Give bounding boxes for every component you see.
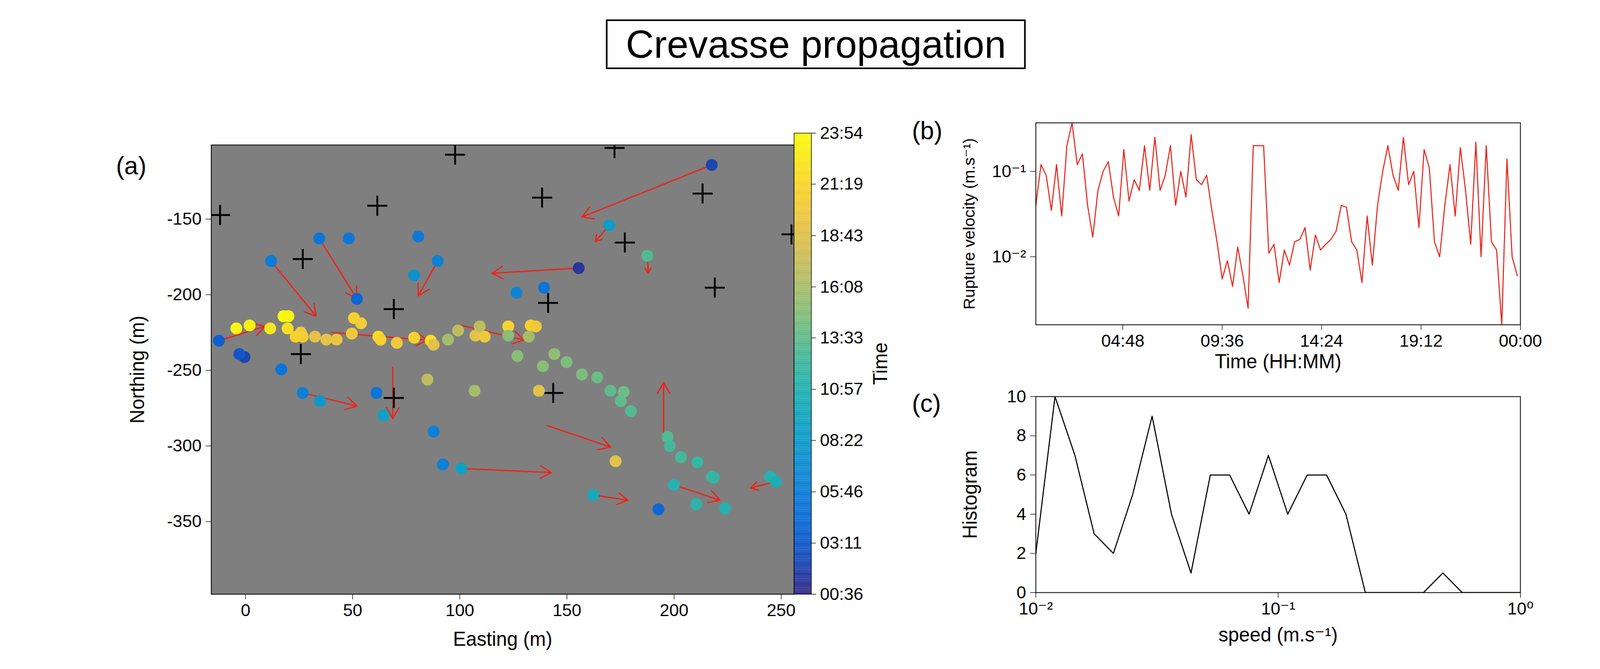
html-text:(a): (a) <box>116 151 147 180</box>
svg-text:08:22: 08:22 <box>820 430 864 450</box>
svg-text:Time (HH:MM): Time (HH:MM) <box>1214 350 1342 373</box>
svg-text:04:48: 04:48 <box>1101 330 1145 351</box>
svg-text:23:54: 23:54 <box>820 123 864 143</box>
svg-text:250: 250 <box>766 600 796 620</box>
svg-text:19:12: 19:12 <box>1399 330 1443 351</box>
svg-text:8: 8 <box>1016 425 1027 445</box>
svg-text:21:19: 21:19 <box>820 173 864 194</box>
svg-text:-300: -300 <box>166 435 202 455</box>
svg-text:6: 6 <box>1016 464 1027 485</box>
svg-text:09:36: 09:36 <box>1200 330 1244 351</box>
svg-text:10:57: 10:57 <box>820 378 864 399</box>
svg-text:Rupture velocity (m.s⁻¹): Rupture velocity (m.s⁻¹) <box>960 138 978 310</box>
svg-text:05:46: 05:46 <box>820 481 864 501</box>
svg-text:10⁻²: 10⁻² <box>1018 598 1053 618</box>
svg-text:0: 0 <box>240 600 251 620</box>
html-text:Crevasse propagation: Crevasse propagation <box>625 22 1006 66</box>
svg-text:03:11: 03:11 <box>820 532 863 553</box>
svg-text:10⁻²: 10⁻² <box>991 246 1026 267</box>
svg-text:Histogram: Histogram <box>958 450 982 539</box>
svg-text:0: 0 <box>1016 582 1027 602</box>
svg-text:10⁻¹: 10⁻¹ <box>1261 598 1296 618</box>
svg-text:Easting (m): Easting (m) <box>452 627 553 650</box>
svg-text:Northing (m): Northing (m) <box>126 315 149 424</box>
svg-text:150: 150 <box>552 600 582 620</box>
svg-text:14:24: 14:24 <box>1299 330 1344 351</box>
svg-text:100: 100 <box>445 600 474 620</box>
svg-text:speed (m.s⁻¹): speed (m.s⁻¹) <box>1218 623 1338 646</box>
html-text:(b): (b) <box>911 116 943 145</box>
svg-text:-350: -350 <box>166 511 202 531</box>
svg-text:4: 4 <box>1016 504 1027 524</box>
svg-text:-250: -250 <box>166 359 202 380</box>
svg-text:50: 50 <box>343 600 363 620</box>
svg-text:Time: Time <box>869 342 892 385</box>
svg-text:2: 2 <box>1016 542 1027 563</box>
svg-text:200: 200 <box>659 600 689 620</box>
svg-text:00:36: 00:36 <box>820 583 864 604</box>
svg-text:10⁰: 10⁰ <box>1507 598 1534 618</box>
svg-text:10⁻¹: 10⁻¹ <box>991 161 1026 181</box>
svg-text:16:08: 16:08 <box>820 276 864 297</box>
svg-text:13:33: 13:33 <box>820 327 864 347</box>
svg-text:-200: -200 <box>166 284 202 304</box>
svg-text:18:43: 18:43 <box>820 225 864 245</box>
svg-text:10: 10 <box>1006 386 1027 406</box>
html-text:(c): (c) <box>911 389 941 418</box>
svg-text:00:00: 00:00 <box>1498 330 1542 351</box>
svg-text:-150: -150 <box>166 208 202 229</box>
